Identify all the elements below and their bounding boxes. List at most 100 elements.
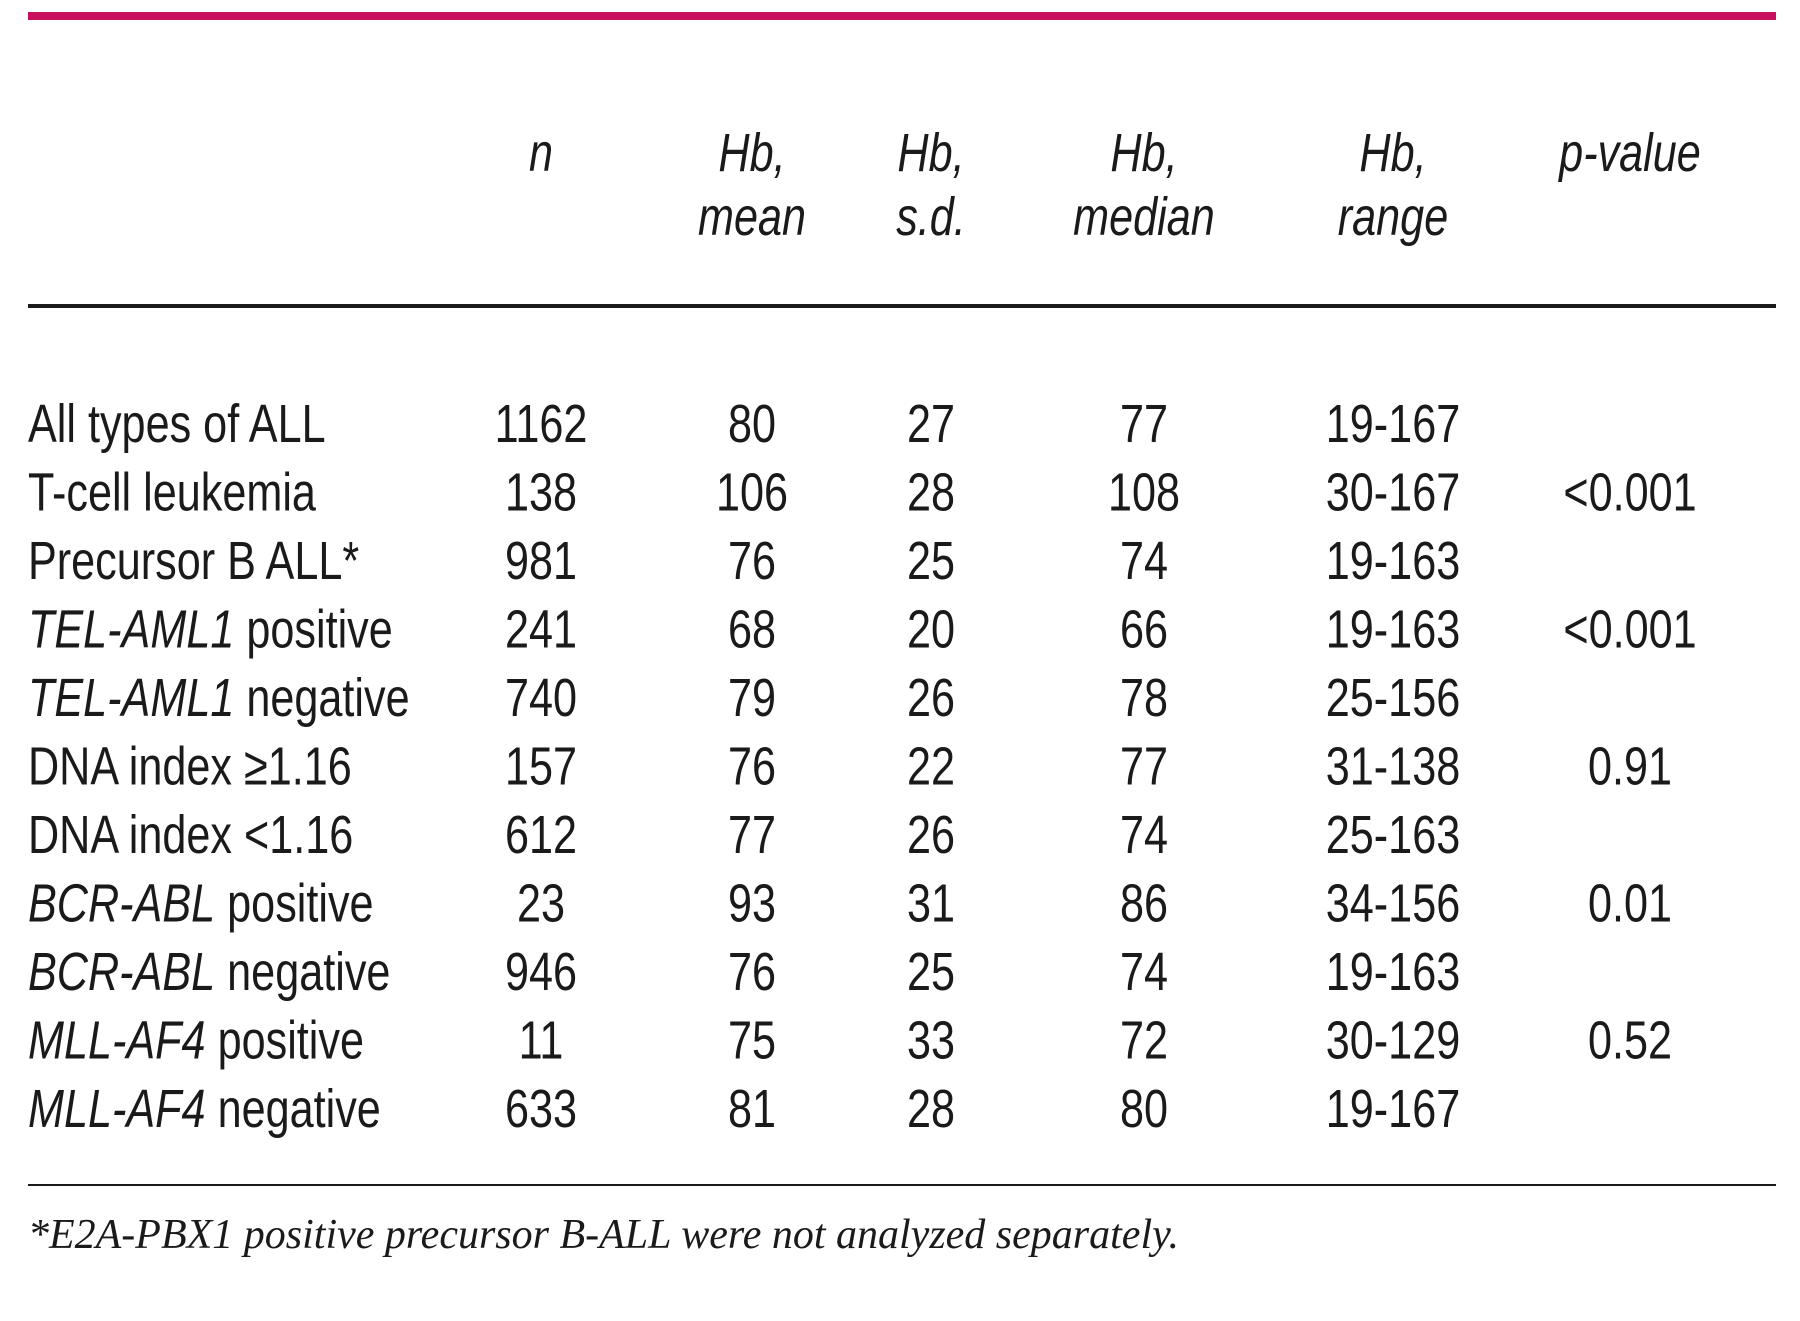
- row-label: DNA index <1.16: [28, 806, 353, 866]
- cell: 22: [907, 737, 955, 797]
- top-rule: [28, 12, 1776, 20]
- label-text: positive: [218, 1011, 364, 1071]
- column-header: Hb,: [1110, 124, 1177, 184]
- row-label: TEL-AML1 positive: [28, 600, 393, 660]
- cell: 25-156: [1326, 669, 1460, 729]
- cell: 81: [728, 1080, 776, 1140]
- gene-name: BCR-ABL: [28, 943, 215, 1003]
- label-text: positive: [227, 874, 373, 934]
- row-label: T-cell leukemia: [28, 463, 317, 523]
- cell: 68: [728, 600, 776, 660]
- gene-name: MLL-AF4: [28, 1011, 206, 1071]
- row-label: BCR-ABL negative: [28, 943, 390, 1003]
- cell: 26: [907, 669, 955, 729]
- bottom-rule: [28, 1184, 1776, 1186]
- cell: 74: [1120, 532, 1168, 592]
- cell: 612: [505, 806, 577, 866]
- cell: 77: [1120, 395, 1168, 455]
- gene-name: BCR-ABL: [28, 874, 215, 934]
- row-label: MLL-AF4 positive: [28, 1011, 364, 1071]
- cell: 34-156: [1326, 874, 1460, 934]
- cell: 138: [505, 463, 577, 523]
- cell: 74: [1120, 943, 1168, 1003]
- cell: 30-129: [1326, 1011, 1460, 1071]
- cell: 981: [505, 532, 577, 592]
- cell: 1162: [495, 395, 588, 455]
- cell: 79: [728, 669, 776, 729]
- cell: 633: [505, 1080, 577, 1140]
- cell: 108: [1108, 463, 1180, 523]
- footnote: *E2A-PBX1 positive precursor B-ALL were …: [28, 1212, 1179, 1258]
- row-label: MLL-AF4 negative: [28, 1080, 381, 1140]
- label-text: negative: [218, 1080, 381, 1140]
- cell: 19-163: [1326, 532, 1460, 592]
- cell: 66: [1120, 600, 1168, 660]
- cell: 0.01: [1588, 874, 1672, 934]
- cell: 11: [519, 1011, 564, 1071]
- cell: 76: [728, 943, 776, 1003]
- gene-name: TEL-AML1: [28, 600, 234, 660]
- cell: 740: [505, 669, 577, 729]
- column-header: Hb,: [1359, 124, 1426, 184]
- cell: 80: [728, 395, 776, 455]
- cell: 77: [1120, 737, 1168, 797]
- cell: 157: [505, 737, 577, 797]
- label-text: DNA index <1.16: [28, 806, 353, 866]
- cell: 28: [907, 463, 955, 523]
- cell: 25-163: [1326, 806, 1460, 866]
- cell: 19-163: [1326, 600, 1460, 660]
- cell: 31-138: [1326, 737, 1460, 797]
- column-header: n: [529, 124, 553, 184]
- cell: 78: [1120, 669, 1168, 729]
- column-header: Hb,: [718, 124, 785, 184]
- label-text: DNA index ≥1.16: [28, 737, 352, 797]
- column-header: s.d.: [896, 188, 966, 248]
- cell: 25: [907, 943, 955, 1003]
- cell: 76: [728, 737, 776, 797]
- cell: 25: [907, 532, 955, 592]
- label-text: negative: [246, 669, 409, 729]
- cell: 77: [728, 806, 776, 866]
- cell: 0.91: [1588, 737, 1672, 797]
- cell: 74: [1120, 806, 1168, 866]
- cell: 946: [505, 943, 577, 1003]
- gene-name: MLL-AF4: [28, 1080, 206, 1140]
- row-label: TEL-AML1 negative: [28, 669, 410, 729]
- cell: 33: [907, 1011, 955, 1071]
- label-text: T-cell leukemia: [28, 463, 317, 523]
- cell: 20: [907, 600, 955, 660]
- gene-name: TEL-AML1: [28, 669, 234, 729]
- cell: <0.001: [1563, 463, 1696, 523]
- cell: 72: [1120, 1011, 1168, 1071]
- cell: 31: [907, 874, 955, 934]
- row-label: DNA index ≥1.16: [28, 737, 352, 797]
- cell: 19-163: [1326, 943, 1460, 1003]
- cell: 80: [1120, 1080, 1168, 1140]
- column-header: median: [1073, 188, 1215, 248]
- cell: 75: [728, 1011, 776, 1071]
- cell: 19-167: [1326, 1080, 1460, 1140]
- label-text: All types of ALL: [28, 395, 326, 455]
- cell: 26: [907, 806, 955, 866]
- column-header: Hb,: [897, 124, 964, 184]
- cell: 241: [505, 600, 577, 660]
- table-body: n Hb,meanHb,s.d.Hb,medianHb,rangep-valueA…: [28, 124, 1701, 1140]
- cell: <0.001: [1563, 600, 1696, 660]
- cell: 106: [716, 463, 788, 523]
- cell: 93: [728, 874, 776, 934]
- row-label: BCR-ABL positive: [28, 874, 374, 934]
- row-label: Precursor B ALL*: [28, 532, 359, 592]
- cell: 19-167: [1326, 395, 1460, 455]
- label-text: positive: [246, 600, 392, 660]
- header-rule: [28, 304, 1776, 308]
- cell: 0.52: [1588, 1011, 1672, 1071]
- cell: 27: [907, 395, 955, 455]
- column-header: p-value: [1557, 124, 1700, 184]
- cell: 76: [728, 532, 776, 592]
- cell: 23: [517, 874, 565, 934]
- column-header: range: [1338, 188, 1448, 248]
- column-header: mean: [698, 188, 806, 248]
- cell: 28: [907, 1080, 955, 1140]
- label-text: Precursor B ALL*: [28, 532, 359, 592]
